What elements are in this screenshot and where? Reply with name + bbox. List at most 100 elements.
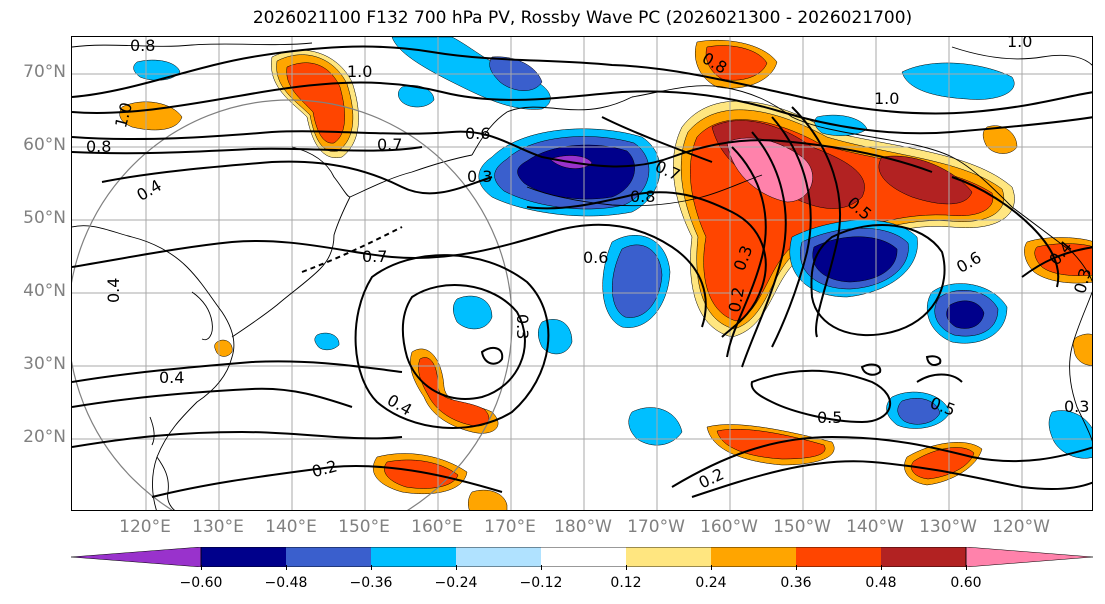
colorbar-tick-label: 0.36 <box>780 575 812 591</box>
negative-anomaly <box>133 59 181 81</box>
negative-anomaly <box>1048 410 1092 459</box>
contour-label: 0.6 <box>583 248 608 267</box>
map-canvas: 0.8 1.0 1.0 0.7 0.6 0.8 1.0 1.0 0.8 0.4 … <box>72 37 1093 510</box>
positive-anomaly <box>1072 333 1092 366</box>
pv-contour <box>1021 246 1092 278</box>
contour-label: 0.6 <box>465 124 490 143</box>
pv-contour <box>741 131 787 368</box>
colorbar-segment <box>286 547 371 567</box>
pv-contours <box>72 45 1092 498</box>
colorbar-segment <box>371 547 456 567</box>
positive-anomaly <box>705 45 768 81</box>
colorbar-extend-low <box>71 547 202 567</box>
colorbar-tick-mark <box>541 565 542 570</box>
colorbar-tick-mark <box>796 565 797 570</box>
contour-label: 0.3 <box>1070 266 1093 296</box>
positive-anomaly <box>418 357 490 427</box>
coastline-north-america <box>1069 291 1092 442</box>
colorbar-tick-label: 0.48 <box>865 575 897 591</box>
pv-contour <box>72 45 1092 115</box>
positive-anomaly <box>468 489 508 510</box>
colorbar-tick-mark <box>456 565 457 570</box>
lon-label: 160°E <box>411 517 463 537</box>
colorbar-segment <box>796 547 881 567</box>
colorbar-outline <box>200 547 967 567</box>
pv-contour <box>691 460 1092 498</box>
contour-label: 0.4 <box>159 368 184 387</box>
pv-contour <box>951 176 1060 288</box>
coastline-canada-north <box>951 46 1092 66</box>
negative-anomaly <box>612 244 663 318</box>
colorbar-tick-label: −0.24 <box>434 575 478 591</box>
coastline-aleutians <box>526 174 763 207</box>
colorbar-tick-label: −0.36 <box>349 575 393 591</box>
positive-anomaly <box>982 125 1018 154</box>
lon-label: 140°E <box>265 517 317 537</box>
coastline-kamchatka <box>471 96 633 156</box>
coastline-arctic <box>72 42 313 48</box>
contour-label: 0.4 <box>104 278 123 303</box>
colorbar-tick-label: 0.24 <box>695 575 727 591</box>
lon-label: 130°E <box>192 517 244 537</box>
coastline-asia <box>72 225 235 510</box>
colorbar-tick-label: −0.12 <box>519 575 563 591</box>
lon-label: 150°E <box>338 517 390 537</box>
colorbar-tick-label: 0.12 <box>610 575 642 591</box>
negative-anomaly <box>538 319 573 355</box>
contour-label: 0.4 <box>133 176 165 205</box>
anomaly-shading <box>119 37 1092 510</box>
contour-label: 0.8 <box>630 187 655 206</box>
negative-anomaly <box>453 295 493 330</box>
contour-label: 0.3 <box>1064 397 1089 416</box>
pv-contour <box>671 435 1092 488</box>
positive-anomaly <box>911 447 975 480</box>
negative-anomaly <box>314 332 340 351</box>
colorbar-tick-mark <box>966 565 967 570</box>
pv-contour <box>480 346 504 365</box>
colorbar-tick-mark <box>371 565 372 570</box>
positive-anomaly <box>119 101 183 131</box>
colorbar-tick-label: −0.48 <box>264 575 308 591</box>
negative-anomaly <box>946 300 985 329</box>
graticule <box>72 37 1092 510</box>
colorbar-tick-mark <box>201 565 202 570</box>
colorbar-tick-label: 0.60 <box>950 575 982 591</box>
lat-label-70n: 70°N <box>23 62 66 82</box>
pv-contour <box>860 363 882 376</box>
lat-label-40n: 40°N <box>23 281 66 301</box>
lat-label-50n: 50°N <box>23 208 66 228</box>
negative-anomaly <box>897 398 941 425</box>
lon-label: 170°E <box>484 517 536 537</box>
colorbar-segment <box>541 547 626 567</box>
pv-contour <box>72 360 403 383</box>
pv-contour <box>750 369 892 424</box>
pv-contour <box>925 355 942 366</box>
negative-anomaly <box>628 407 683 446</box>
chart-title: 2026021100 F132 700 hPa PV, Rossby Wave … <box>252 8 913 28</box>
contour-label: 1.0 <box>1007 37 1032 51</box>
positive-anomaly <box>214 339 233 357</box>
pv-contour <box>151 465 503 498</box>
lon-label: 180°W <box>554 517 612 537</box>
pv-contour <box>72 146 423 155</box>
contour-label: 0.2 <box>725 285 748 313</box>
pv-contour <box>301 226 403 273</box>
coastline-philippines <box>156 456 175 510</box>
map-panel: 0.8 1.0 1.0 0.7 0.6 0.8 1.0 1.0 0.8 0.4 … <box>71 36 1093 511</box>
projection-circle <box>72 99 513 510</box>
positive-anomaly <box>1034 243 1092 276</box>
colorbar-tick-mark <box>881 565 882 570</box>
contour-label: 0.3 <box>513 314 532 339</box>
lon-label: 160°W <box>700 517 758 537</box>
pv-contour <box>72 430 403 448</box>
contour-label: 0.7 <box>362 247 387 266</box>
contour-label: 1.0 <box>874 89 899 108</box>
colorbar-extend-high <box>965 547 1094 567</box>
pv-contour <box>810 224 946 337</box>
pv-contour <box>401 284 526 400</box>
colorbar-segment <box>711 547 796 567</box>
lon-label: 130°W <box>919 517 977 537</box>
pv-contour <box>916 373 963 383</box>
lat-label-60n: 60°N <box>23 135 66 155</box>
pv-contour <box>771 116 812 348</box>
